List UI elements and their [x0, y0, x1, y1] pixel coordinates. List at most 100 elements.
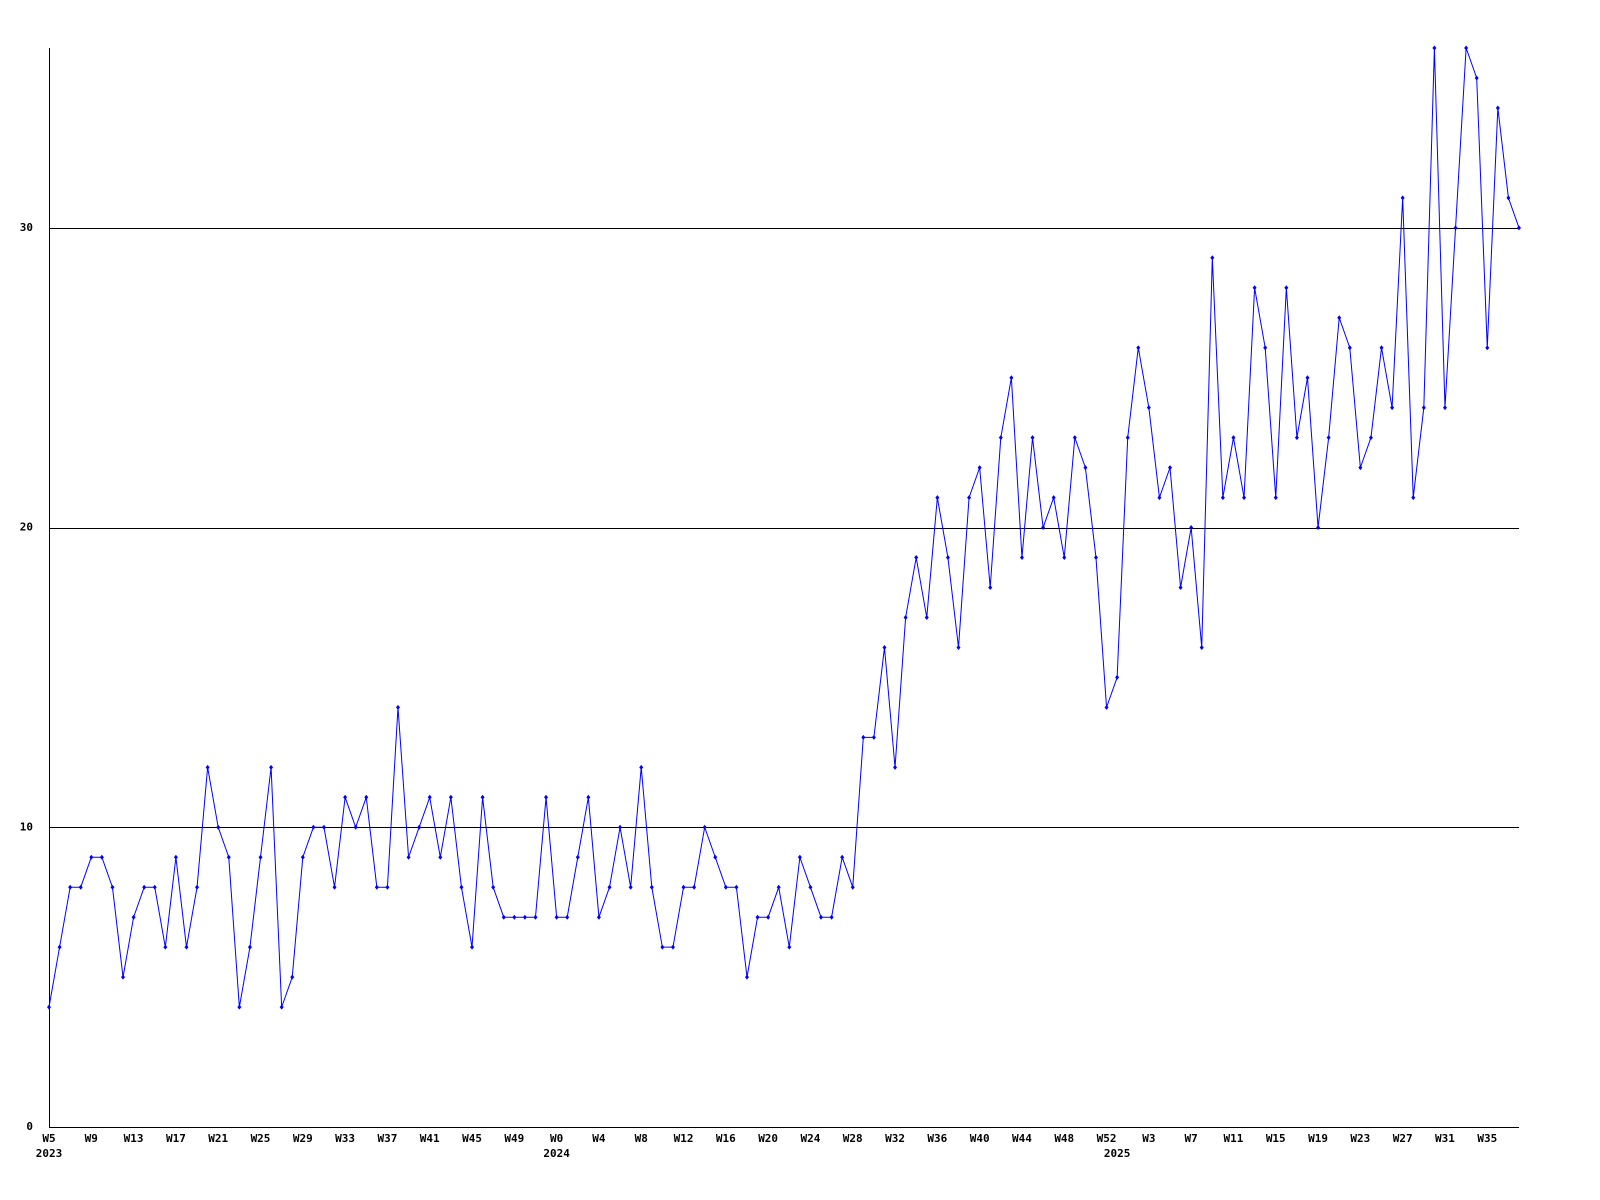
data-point: [967, 495, 972, 501]
data-point: [417, 824, 422, 830]
data-point: [501, 914, 506, 920]
data-point: [1231, 435, 1236, 441]
x-tick-label: W41: [420, 1132, 440, 1145]
data-point: [1009, 375, 1014, 381]
x-tick-label: W8: [635, 1132, 648, 1145]
data-point: [1104, 704, 1109, 710]
year-label: 2025: [1104, 1147, 1131, 1160]
x-tick-label: W12: [674, 1132, 694, 1145]
data-point: [681, 884, 686, 890]
data-point: [787, 944, 792, 950]
x-tick-label: W29: [293, 1132, 313, 1145]
data-point: [1146, 405, 1151, 411]
x-tick-label: W0: [550, 1132, 563, 1145]
data-point: [57, 944, 62, 950]
data-point: [1368, 435, 1373, 441]
data-point: [808, 884, 813, 890]
data-point: [649, 884, 654, 890]
data-point: [279, 1004, 284, 1010]
data-point: [152, 884, 157, 890]
data-point: [1326, 435, 1331, 441]
data-point: [1041, 525, 1046, 531]
data-point: [1379, 345, 1384, 351]
x-tick-label: W32: [885, 1132, 905, 1145]
data-point: [290, 974, 295, 980]
data-point: [755, 914, 760, 920]
data-point: [533, 914, 538, 920]
data-point: [1210, 255, 1215, 261]
data-point: [353, 824, 358, 830]
x-tick-label: W24: [801, 1132, 821, 1145]
data-point: [470, 944, 475, 950]
data-point: [374, 884, 379, 890]
x-tick-label: W44: [1012, 1132, 1032, 1145]
data-point: [1464, 45, 1469, 51]
data-point: [1263, 345, 1268, 351]
data-point: [1284, 285, 1289, 291]
data-point: [871, 734, 876, 740]
data-point: [660, 944, 665, 950]
x-tick-label: W31: [1435, 1132, 1455, 1145]
data-point: [861, 734, 866, 740]
data-point: [68, 884, 73, 890]
data-point: [438, 854, 443, 860]
data-point: [300, 854, 305, 860]
data-point: [692, 884, 697, 890]
x-tick-label: W37: [377, 1132, 397, 1145]
data-point: [247, 944, 252, 950]
data-point: [1442, 405, 1447, 411]
x-tick-label: W15: [1266, 1132, 1286, 1145]
data-point: [1136, 345, 1141, 351]
data-point: [924, 614, 929, 620]
data-point: [522, 914, 527, 920]
data-point: [628, 884, 633, 890]
data-point: [1178, 585, 1183, 590]
x-tick-label: W20: [758, 1132, 778, 1145]
data-point: [163, 944, 168, 950]
data-point: [184, 944, 189, 950]
data-point: [586, 794, 591, 800]
data-point: [258, 854, 263, 860]
data-point: [1093, 555, 1098, 561]
data-point: [321, 824, 326, 830]
data-point: [1432, 45, 1437, 51]
x-tick-label: W3: [1142, 1132, 1155, 1145]
data-point: [935, 495, 940, 501]
data-point: [1199, 644, 1204, 650]
data-point: [1168, 465, 1173, 471]
data-point: [1485, 345, 1490, 351]
data-point: [1294, 435, 1299, 441]
data-point: [998, 435, 1003, 441]
x-tick-label: W27: [1393, 1132, 1413, 1145]
data-point: [956, 644, 961, 650]
data-point: [945, 555, 950, 561]
year-label: 2024: [543, 1147, 570, 1160]
x-tick-label: W21: [208, 1132, 228, 1145]
data-point: [448, 794, 453, 800]
data-point: [459, 884, 464, 890]
data-line: [48, 47, 1520, 1008]
data-point: [1019, 555, 1024, 561]
x-tick-label: W49: [504, 1132, 524, 1145]
data-point: [269, 764, 274, 770]
x-tick-label: W40: [970, 1132, 990, 1145]
data-point: [766, 914, 771, 920]
x-tick-label: W23: [1350, 1132, 1370, 1145]
data-point: [427, 794, 432, 800]
y-tick-label: 0: [26, 1120, 33, 1133]
data-point: [702, 824, 707, 830]
data-point: [744, 974, 749, 980]
data-point: [1421, 405, 1426, 411]
data-point: [723, 884, 728, 890]
data-point: [1220, 495, 1225, 501]
data-point: [734, 884, 739, 890]
data-point: [618, 824, 623, 830]
data-point: [406, 854, 411, 860]
data-point: [385, 884, 390, 890]
y-tick-label: 10: [20, 820, 33, 833]
x-tick-label: W17: [166, 1132, 186, 1145]
x-tick-label: W9: [85, 1132, 98, 1145]
data-point: [1347, 345, 1352, 351]
data-point: [1072, 435, 1077, 441]
